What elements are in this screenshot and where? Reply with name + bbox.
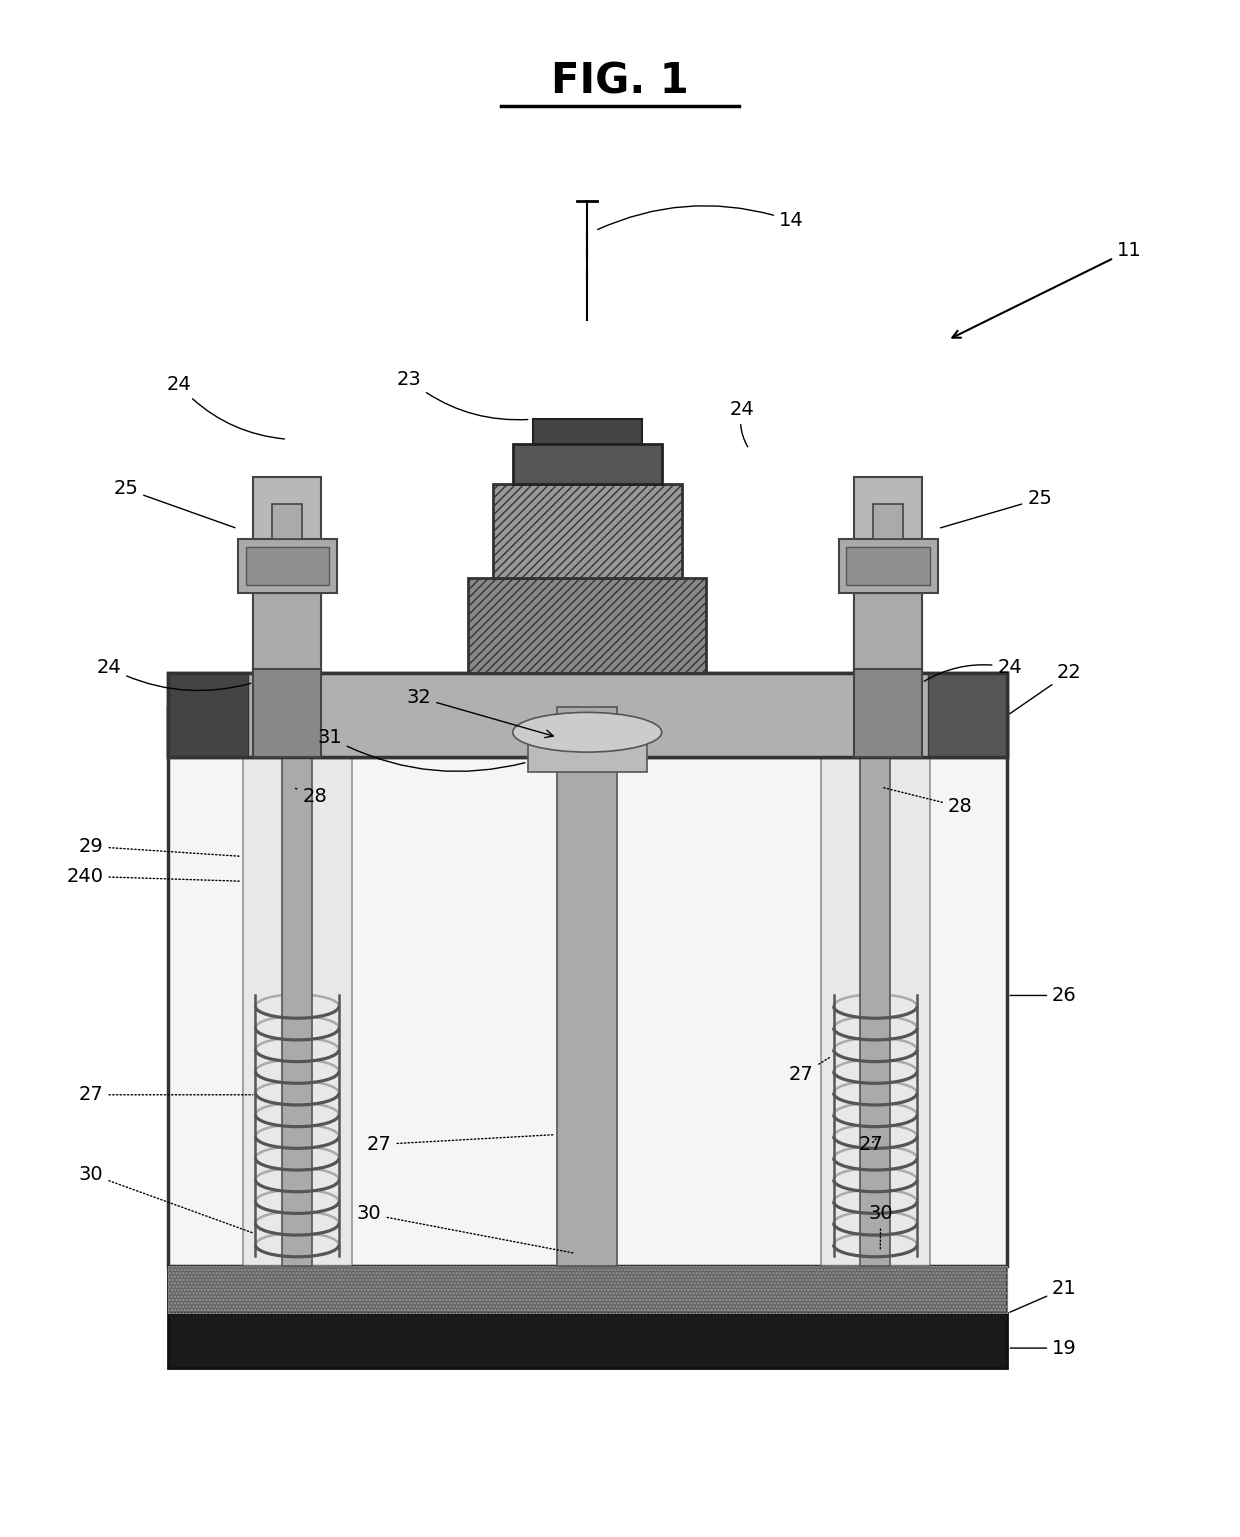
Text: 27: 27 [789,1056,831,1085]
Bar [169,707,1007,1265]
Bar [558,707,618,1265]
Text: 31: 31 [317,727,525,772]
Text: 14: 14 [598,206,804,231]
Text: 24: 24 [924,658,1022,681]
Bar [821,725,930,1265]
Bar [847,547,930,586]
Bar [854,476,923,725]
Text: 24: 24 [97,658,250,690]
Bar [169,1265,1007,1313]
Bar [533,420,642,444]
Text: 19: 19 [1011,1339,1076,1357]
Text: 27: 27 [858,1134,883,1154]
Text: 11: 11 [952,241,1141,338]
Text: 27: 27 [367,1134,554,1154]
Text: 28: 28 [295,787,327,807]
Text: FIG. 1: FIG. 1 [551,60,689,103]
Bar [492,484,682,578]
Bar [928,673,1007,758]
Text: 32: 32 [407,689,553,738]
Bar [512,444,662,484]
Text: 240: 240 [67,867,239,885]
Text: 30: 30 [79,1165,253,1233]
Text: 28: 28 [883,787,972,816]
Bar [253,593,321,673]
Text: 23: 23 [397,370,528,420]
Bar [253,669,321,758]
Text: 22: 22 [1009,662,1081,713]
Bar [243,725,352,1265]
Bar [169,673,1007,758]
Text: 25: 25 [113,480,234,527]
Bar [246,547,329,586]
Bar [552,507,622,725]
Text: 29: 29 [79,838,239,856]
Bar [838,538,937,593]
Bar [854,593,923,673]
Bar [283,707,312,1265]
Text: 30: 30 [357,1205,574,1253]
Bar [873,504,903,538]
Bar [467,578,707,673]
Bar [169,673,1007,758]
Bar [169,673,248,758]
Text: 24: 24 [166,375,284,440]
Bar [273,504,303,538]
Bar [169,1265,1007,1313]
Text: 26: 26 [1011,985,1076,1005]
Bar [861,707,890,1265]
Text: 21: 21 [1009,1279,1076,1313]
Text: 27: 27 [79,1085,253,1104]
Bar [238,538,337,593]
Ellipse shape [512,712,662,752]
Bar [854,669,923,758]
Bar [253,476,321,725]
Bar [528,744,647,772]
Text: 24: 24 [729,400,754,447]
Text: 30: 30 [868,1205,893,1251]
Text: 25: 25 [940,489,1052,527]
Bar [248,673,928,758]
Bar [169,707,1007,725]
Bar [169,1313,1007,1368]
